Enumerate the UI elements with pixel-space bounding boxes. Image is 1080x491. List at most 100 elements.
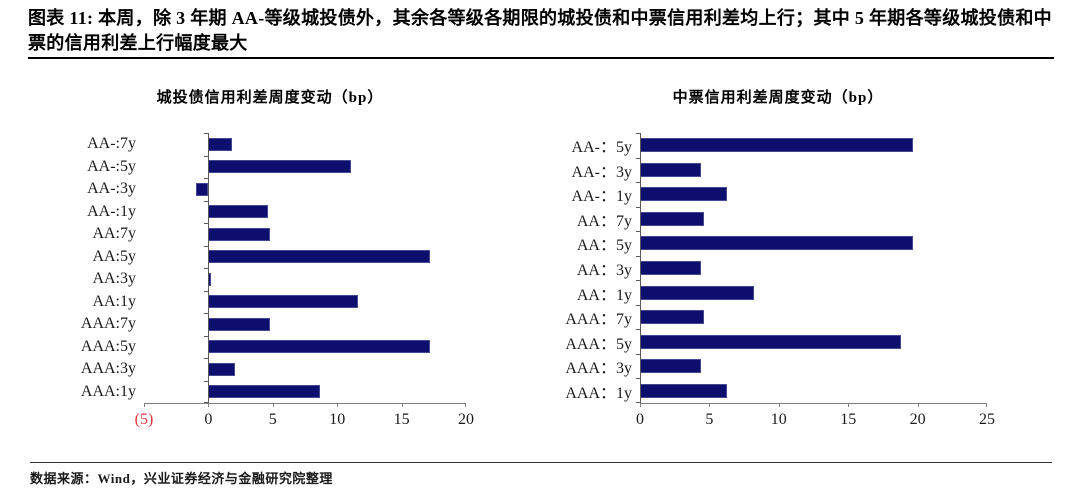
bar	[640, 383, 728, 398]
x-axis-tick	[401, 403, 403, 407]
category-label: AA-:1y	[87, 202, 136, 220]
bar	[208, 362, 236, 376]
category-label: AAA:3y	[80, 360, 136, 378]
category-label: AAA:5y	[80, 337, 136, 355]
bar	[195, 182, 209, 196]
bar	[640, 359, 702, 374]
bar	[208, 317, 271, 331]
x-axis-tick	[640, 403, 641, 407]
category-label: AAA：3y	[565, 360, 632, 378]
category-label: AAA:7y	[80, 315, 136, 333]
x-axis-tick	[778, 403, 780, 407]
x-tick-label: 5	[705, 411, 714, 428]
category-tick	[636, 231, 640, 233]
bar	[640, 310, 704, 325]
category-tick	[636, 182, 640, 184]
category-tick	[204, 223, 209, 224]
category-tick	[204, 155, 209, 157]
plot-area	[144, 133, 466, 407]
bar	[208, 295, 358, 309]
x-tick-label: 0	[204, 411, 213, 428]
category-label: AAA：7y	[565, 311, 632, 329]
bar	[208, 385, 321, 399]
x-tick-label: 20	[458, 411, 474, 428]
category-label: AAA：1y	[565, 384, 632, 402]
category-label: AA-:5y	[87, 157, 136, 175]
category-tick	[636, 157, 640, 159]
x-tick-label: 20	[909, 411, 926, 428]
category-tick	[204, 313, 209, 314]
x-axis-tick	[848, 403, 850, 407]
chart-title: 中票信用利差周度变动（bp）	[672, 90, 884, 106]
bar	[640, 236, 914, 251]
zero-axis-line	[208, 133, 210, 403]
x-tick-label: (5)	[134, 411, 154, 428]
x-axis-tick	[337, 403, 339, 407]
category-label: AA：7y	[576, 212, 632, 230]
bar	[640, 187, 728, 202]
category-label: AAA：5y	[565, 335, 632, 353]
category-tick	[204, 380, 209, 382]
category-tick	[204, 402, 209, 403]
bar	[208, 250, 430, 264]
category-label: AA：5y	[576, 237, 632, 255]
mtn-spread-chart: 中票信用利差周度变动（bp） AA-：5y AA-：3y AA-：1y AA：7y AA…	[548, 84, 1008, 454]
category-tick	[636, 329, 640, 331]
category-tick	[636, 255, 640, 257]
category-tick	[636, 133, 640, 134]
x-axis-tick	[465, 403, 466, 407]
bar	[640, 261, 702, 275]
bar	[208, 340, 430, 354]
title-underline	[28, 57, 1054, 59]
category-label: AA:3y	[92, 270, 136, 288]
category-tick	[636, 304, 640, 306]
bar	[208, 137, 232, 151]
category-tick	[204, 200, 209, 202]
category-tick	[204, 268, 209, 269]
category-label: AA：3y	[576, 261, 632, 279]
x-axis-tick	[208, 403, 210, 407]
category-tick	[204, 178, 209, 179]
category-tick	[204, 290, 209, 292]
x-tick-label: 0	[636, 411, 644, 428]
category-tick	[636, 353, 640, 355]
category-label: AA:7y	[92, 225, 136, 243]
bar	[640, 285, 754, 300]
figure-title: 图表 11: 本周，除 3 年期 AA-等级城投债外，其余各等级各期限的城投债和…	[28, 8, 1052, 53]
category-label: AA-:7y	[87, 135, 136, 153]
category-tick	[636, 280, 640, 282]
x-tick-label: 25	[979, 411, 995, 428]
category-tick	[636, 206, 640, 208]
category-label: AA-：1y	[571, 188, 632, 206]
bar	[208, 227, 271, 241]
x-axis-tick	[144, 403, 145, 407]
bar	[640, 162, 702, 177]
data-source: 数据来源：Wind，兴业证券经济与金融研究院整理	[30, 471, 333, 486]
category-label: AA:5y	[92, 247, 136, 265]
x-tick-label: 10	[770, 411, 787, 428]
x-tick-label: 15	[840, 411, 857, 428]
category-tick	[204, 358, 209, 359]
x-tick-label: 15	[393, 411, 410, 428]
zero-axis-line	[640, 133, 641, 403]
category-label: AA-：3y	[571, 163, 632, 181]
chart-title: 城投债信用利差周度变动（bp）	[156, 90, 384, 106]
category-label: AAA:1y	[80, 382, 136, 400]
bar	[640, 211, 704, 226]
category-label: AA-：5y	[571, 139, 632, 157]
plot-area	[636, 133, 987, 407]
category-axis: AA-:7y AA-:5y AA-:3y AA-:1y AA:7y AA:5y AA:3y A…	[60, 133, 142, 403]
bar	[208, 205, 268, 219]
category-tick	[636, 378, 640, 380]
category-label: AA-:3y	[87, 180, 136, 198]
x-axis-tick	[272, 403, 274, 407]
x-tick-label: 10	[329, 411, 346, 428]
bar	[208, 160, 352, 174]
bar	[640, 138, 914, 153]
x-axis-tick	[917, 403, 919, 407]
footer-divider	[30, 462, 1052, 463]
category-label: AA：1y	[576, 286, 632, 304]
category-tick	[204, 133, 209, 134]
x-axis-tick	[986, 403, 987, 407]
